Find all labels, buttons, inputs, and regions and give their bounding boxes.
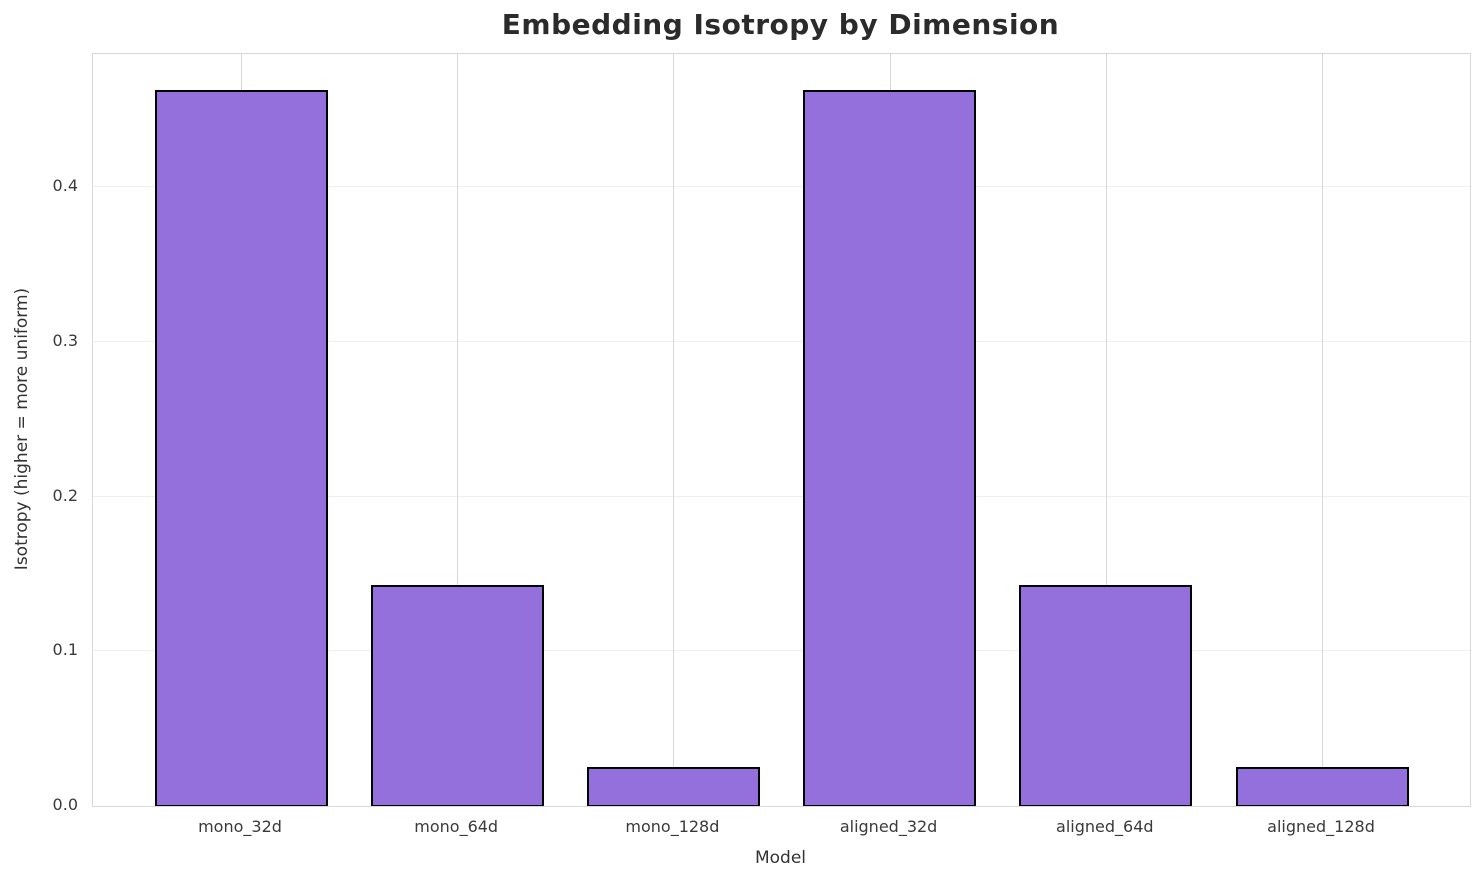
gridline-vertical	[1105, 54, 1107, 806]
gridline-horizontal	[93, 495, 1470, 497]
plot-area	[92, 53, 1471, 807]
x-tick-label: aligned_64d	[1056, 817, 1154, 836]
x-tick-label: mono_64d	[414, 817, 499, 836]
x-tick-label: aligned_32d	[839, 817, 938, 836]
y-tick-label: 0.2	[52, 485, 78, 505]
x-tick-label: mono_128d	[625, 817, 720, 836]
y-tick-label: 0.1	[52, 640, 78, 660]
gridline-vertical	[1322, 54, 1323, 806]
bar-mono_64d	[370, 584, 544, 806]
gridline-horizontal	[93, 186, 1470, 188]
gridline-vertical	[457, 54, 459, 806]
gridline-horizontal	[93, 650, 1470, 652]
bar-mono_32d	[154, 89, 328, 806]
y-tick-label: 0.4	[52, 176, 78, 196]
gridline-vertical	[673, 54, 675, 806]
y-tick-label: 0.0	[52, 795, 78, 814]
bar-aligned_128d	[1235, 767, 1409, 806]
x-axis-label: Model	[754, 848, 807, 868]
chart-title: Embedding Isotropy by Dimension	[501, 8, 1060, 41]
bar-mono_128d	[586, 767, 760, 806]
bar-aligned_32d	[803, 89, 977, 806]
bar-aligned_64d	[1019, 584, 1193, 806]
gridline-horizontal	[93, 340, 1470, 342]
y-tick-label: 0.3	[52, 330, 78, 350]
x-tick-label: aligned_128d	[1267, 817, 1375, 836]
x-tick-label: mono_32d	[198, 817, 282, 836]
